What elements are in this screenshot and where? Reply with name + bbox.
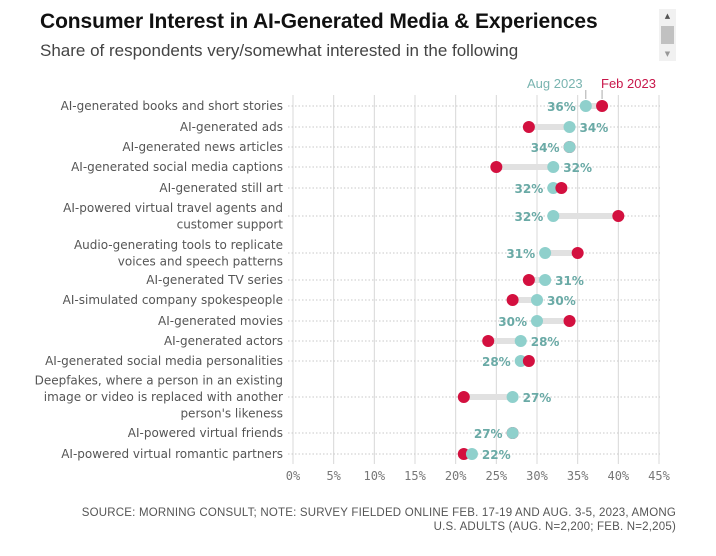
dot-feb-2023 bbox=[522, 355, 535, 367]
row-label: voices and speech patterns bbox=[118, 254, 283, 268]
value-label: 32% bbox=[515, 210, 544, 224]
row-label: AI-powered virtual travel agents and bbox=[63, 201, 283, 215]
row-label: AI-generated TV series bbox=[146, 273, 283, 287]
row-label: Deepfakes, where a person in an existing bbox=[35, 374, 283, 388]
value-label: 30% bbox=[498, 315, 527, 329]
chart-row: AI-powered virtual travel agents and cust… bbox=[63, 201, 660, 231]
row-label: person's likeness bbox=[180, 407, 283, 421]
chart-row: AI-generated actors 28% bbox=[164, 334, 660, 349]
dot-aug-2023 bbox=[579, 100, 592, 112]
value-label: 34% bbox=[580, 121, 609, 135]
value-label: 34% bbox=[531, 141, 560, 155]
chart-row: Audio-generating tools to replicate voice… bbox=[74, 238, 660, 268]
dot-aug-2023 bbox=[563, 141, 576, 153]
chart-subtitle: Share of respondents very/somewhat inter… bbox=[40, 41, 519, 60]
chart-title: Consumer Interest in AI-Generated Media … bbox=[40, 10, 598, 33]
row-label: AI-generated social media personalities bbox=[45, 354, 283, 368]
value-label: 31% bbox=[506, 247, 535, 261]
value-label: 32% bbox=[563, 161, 592, 175]
dot-aug-2023 bbox=[514, 335, 527, 347]
chart-row: Deepfakes, where a person in an existing… bbox=[35, 374, 660, 421]
dot-aug-2023 bbox=[506, 427, 519, 439]
value-label: 36% bbox=[547, 100, 576, 114]
chart-row: AI-simulated company spokespeople 30% bbox=[63, 293, 660, 308]
dot-feb-2023 bbox=[612, 210, 625, 222]
chart-row: AI-generated social media captions 32% bbox=[71, 160, 660, 175]
dot-feb-2023 bbox=[482, 335, 495, 347]
value-label: 27% bbox=[474, 427, 503, 441]
dot-aug-2023 bbox=[531, 315, 543, 327]
dot-feb-2023 bbox=[457, 391, 470, 403]
value-label: 28% bbox=[482, 355, 511, 369]
chart-row: AI-generated ads 34% bbox=[180, 120, 660, 135]
dot-aug-2023 bbox=[547, 161, 560, 173]
row-label: AI-generated news articles bbox=[122, 140, 283, 154]
x-tick-label: 20% bbox=[445, 469, 467, 483]
chart-row: AI-generated still art 32% bbox=[159, 181, 660, 196]
scroll-up-arrow-icon[interactable]: ▲ bbox=[664, 12, 671, 20]
chart-row: AI-generated books and short stories 36% bbox=[61, 99, 660, 114]
value-label: 31% bbox=[555, 274, 584, 288]
row-label: Audio-generating tools to replicate bbox=[74, 238, 283, 252]
chart-row: AI-generated TV series 31% bbox=[146, 273, 660, 288]
dot-feb-2023 bbox=[506, 294, 519, 306]
x-tick-label: 0% bbox=[286, 469, 301, 483]
row-label: AI-generated books and short stories bbox=[61, 99, 283, 113]
row-label: AI-simulated company spokespeople bbox=[63, 293, 283, 307]
scroll-thumb[interactable] bbox=[661, 26, 674, 44]
dot-aug-2023 bbox=[539, 274, 552, 286]
value-label: 22% bbox=[482, 448, 511, 462]
dot-feb-2023 bbox=[522, 121, 535, 133]
row-label: image or video is replaced with another bbox=[44, 390, 283, 404]
x-tick-label: 30% bbox=[526, 469, 548, 483]
x-tick-label: 15% bbox=[404, 469, 426, 483]
legend-aug-2023: Aug 2023 bbox=[527, 76, 583, 91]
row-label: AI-generated social media captions bbox=[71, 160, 283, 174]
dot-feb-2023 bbox=[522, 274, 535, 286]
chart-row: AI-generated news articles 34% bbox=[122, 140, 660, 155]
row-label: AI-generated actors bbox=[164, 334, 283, 348]
dot-aug-2023 bbox=[506, 391, 519, 403]
chart-row: AI-powered virtual romantic partners 22% bbox=[61, 447, 660, 462]
value-label: 32% bbox=[515, 182, 544, 196]
chart-row: AI-powered virtual friends 27% bbox=[128, 426, 660, 441]
x-tick-label: 25% bbox=[485, 469, 507, 483]
x-tick-label: 40% bbox=[607, 469, 629, 483]
x-tick-label: 35% bbox=[567, 469, 589, 483]
dot-feb-2023 bbox=[490, 161, 503, 173]
chart-row: AI-generated social media personalities 2… bbox=[45, 354, 660, 369]
dot-feb-2023 bbox=[596, 100, 609, 112]
value-label: 28% bbox=[531, 335, 560, 349]
row-label: AI-powered virtual romantic partners bbox=[61, 447, 283, 461]
chart-row: AI-generated movies 30% bbox=[158, 314, 660, 329]
x-tick-label: 10% bbox=[363, 469, 385, 483]
row-label: customer support bbox=[177, 217, 284, 231]
legend-feb-2023: Feb 2023 bbox=[601, 76, 656, 91]
source-line-2: U.S. ADULTS (AUG. N=2,200; FEB. N=2,205) bbox=[433, 521, 676, 533]
dot-aug-2023 bbox=[531, 294, 543, 306]
dot-feb-2023 bbox=[555, 182, 568, 194]
x-tick-label: 45% bbox=[648, 469, 670, 483]
row-label: AI-generated still art bbox=[159, 181, 283, 195]
row-label: AI-generated movies bbox=[158, 314, 283, 328]
scrollbar[interactable]: ▲ ▼ bbox=[659, 9, 676, 61]
value-label: 27% bbox=[523, 391, 552, 405]
dot-feb-2023 bbox=[571, 247, 584, 259]
x-tick-label: 5% bbox=[326, 469, 341, 483]
dot-aug-2023 bbox=[563, 121, 576, 133]
source-line-1: SOURCE: MORNING CONSULT; NOTE: SURVEY FI… bbox=[81, 507, 676, 519]
dot-aug-2023 bbox=[547, 210, 560, 222]
dot-feb-2023 bbox=[563, 315, 576, 327]
value-label: 30% bbox=[547, 294, 576, 308]
source-note: SOURCE: MORNING CONSULT; NOTE: SURVEY FI… bbox=[16, 506, 676, 534]
row-label: AI-powered virtual friends bbox=[128, 426, 283, 440]
dot-aug-2023 bbox=[465, 448, 478, 460]
dot-aug-2023 bbox=[539, 247, 552, 259]
scroll-down-arrow-icon[interactable]: ▼ bbox=[664, 50, 671, 58]
row-label: AI-generated ads bbox=[180, 120, 283, 134]
